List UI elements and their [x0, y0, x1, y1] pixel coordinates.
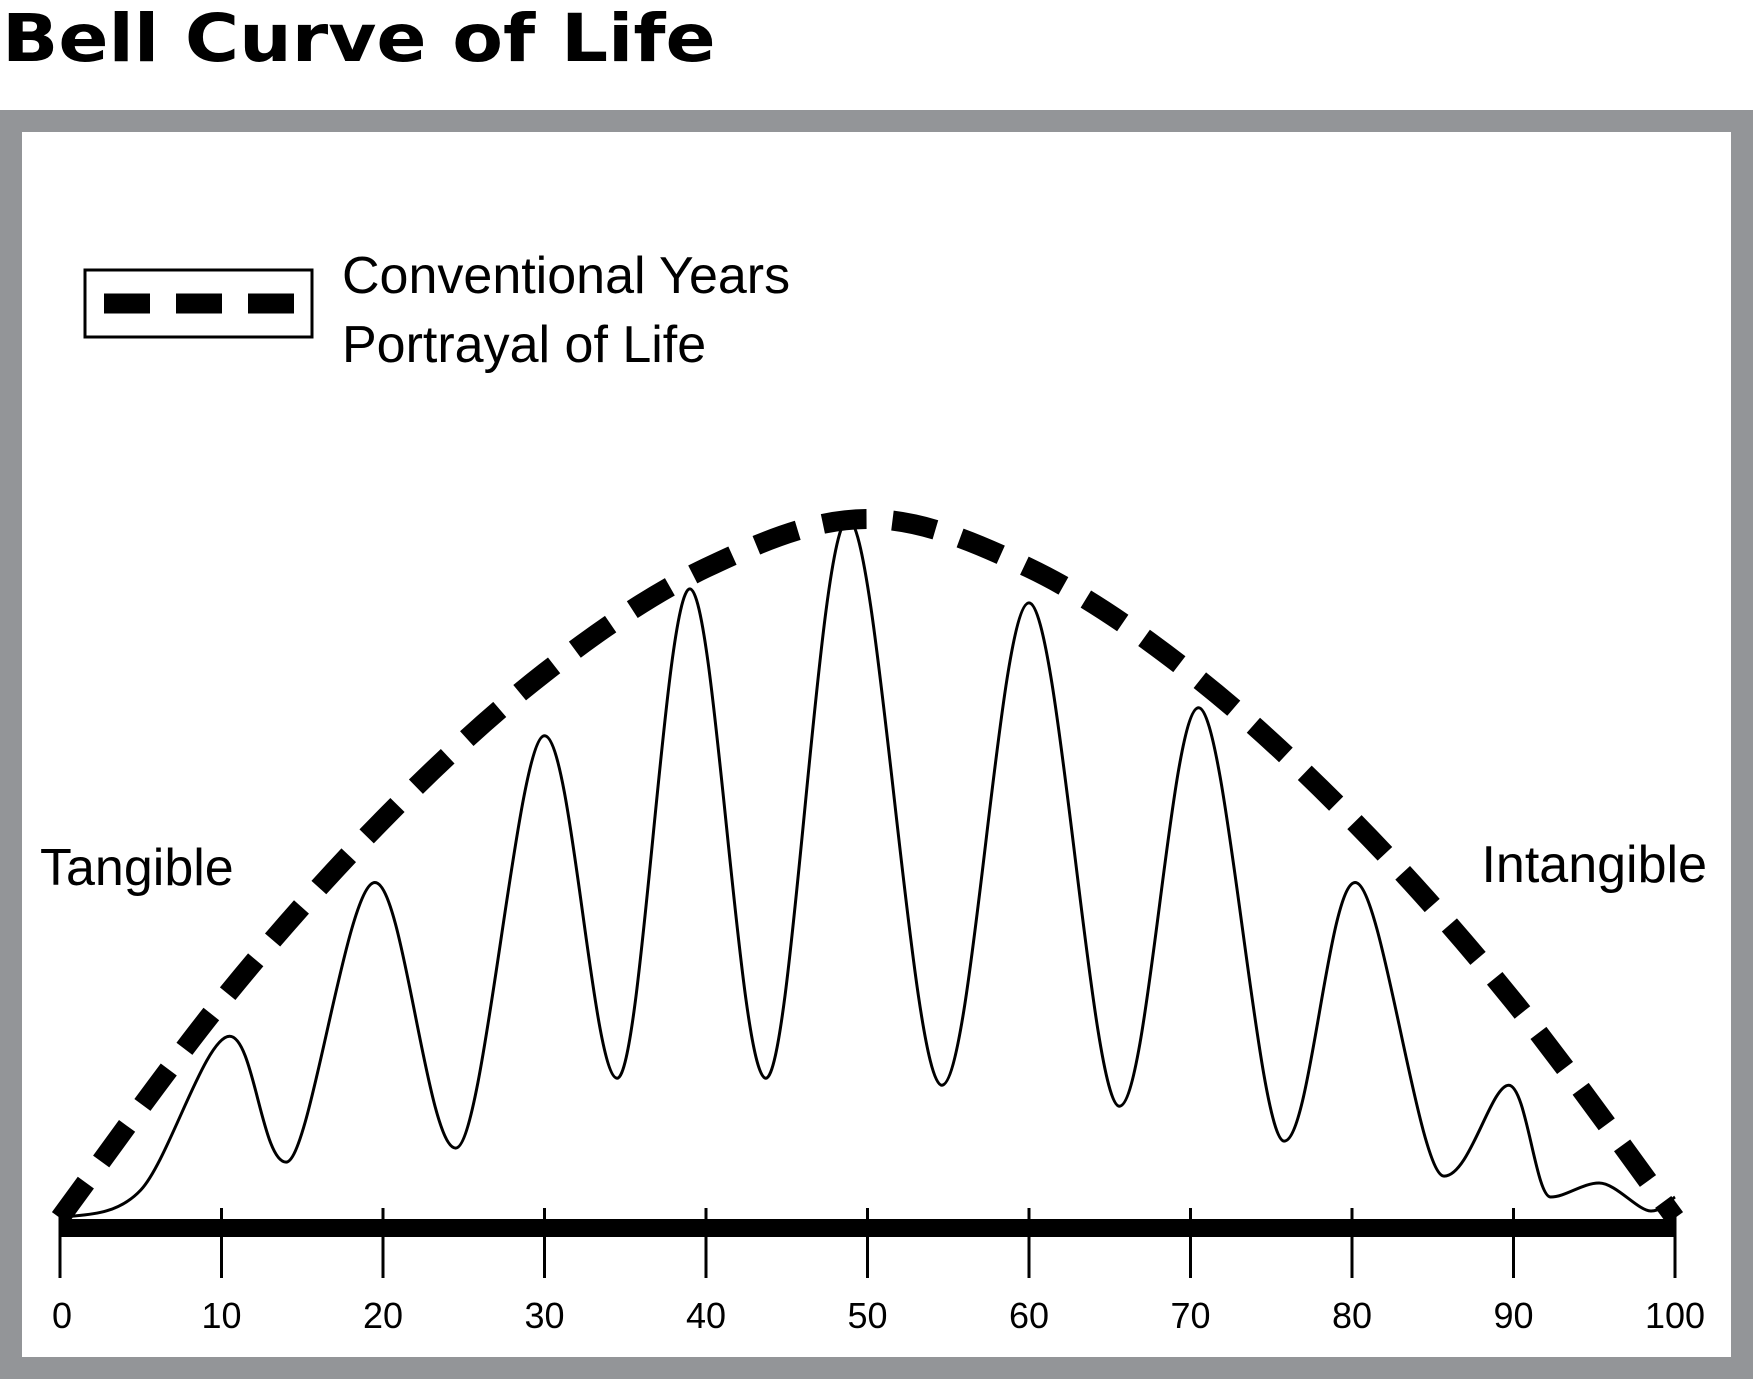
- x-tick-label-70: 70: [1170, 1295, 1210, 1336]
- life-curve-line: [59, 517, 1676, 1220]
- x-tick-label-50: 50: [847, 1295, 887, 1336]
- x-tick-label-30: 30: [524, 1295, 564, 1336]
- x-tick-label-0: 0: [52, 1295, 72, 1336]
- legend-label-line2: Portrayal of Life: [342, 316, 706, 374]
- page-title: Bell Curve of Life: [2, 0, 716, 77]
- x-tick-label-60: 60: [1009, 1295, 1049, 1336]
- legend: Conventional Years Portrayal of Life: [83, 247, 790, 374]
- conventional-bell-curve-line: [51, 508, 1684, 1224]
- x-axis-ticks: [58, 1208, 1677, 1278]
- x-axis-tick-labels: 0 10 20 30 40 50 60 70 80 90 100: [52, 1295, 1705, 1336]
- x-tick-label-10: 10: [201, 1295, 241, 1336]
- bell-curve-chart: Conventional Years Portrayal of Life Tan…: [40, 247, 1707, 1336]
- legend-label-line1: Conventional Years: [342, 247, 790, 305]
- right-label-intangible: Intangible: [1481, 836, 1707, 894]
- chart-panel: Conventional Years Portrayal of Life Tan…: [22, 132, 1731, 1357]
- x-tick-label-100: 100: [1645, 1295, 1705, 1336]
- x-tick-label-90: 90: [1493, 1295, 1533, 1336]
- left-label-tangible: Tangible: [40, 839, 234, 897]
- x-tick-label-80: 80: [1332, 1295, 1372, 1336]
- x-tick-label-20: 20: [363, 1295, 403, 1336]
- x-tick-label-40: 40: [686, 1295, 726, 1336]
